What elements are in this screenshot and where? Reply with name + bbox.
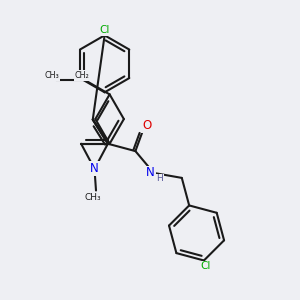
Text: H: H	[156, 174, 163, 183]
Text: CH₂: CH₂	[75, 71, 89, 80]
Text: CH₃: CH₃	[45, 71, 59, 80]
Text: O: O	[142, 119, 151, 132]
Text: CH₃: CH₃	[85, 194, 101, 202]
Text: N: N	[90, 162, 99, 176]
Text: N: N	[146, 167, 155, 179]
Text: Cl: Cl	[99, 25, 110, 35]
Text: Cl: Cl	[200, 262, 211, 272]
